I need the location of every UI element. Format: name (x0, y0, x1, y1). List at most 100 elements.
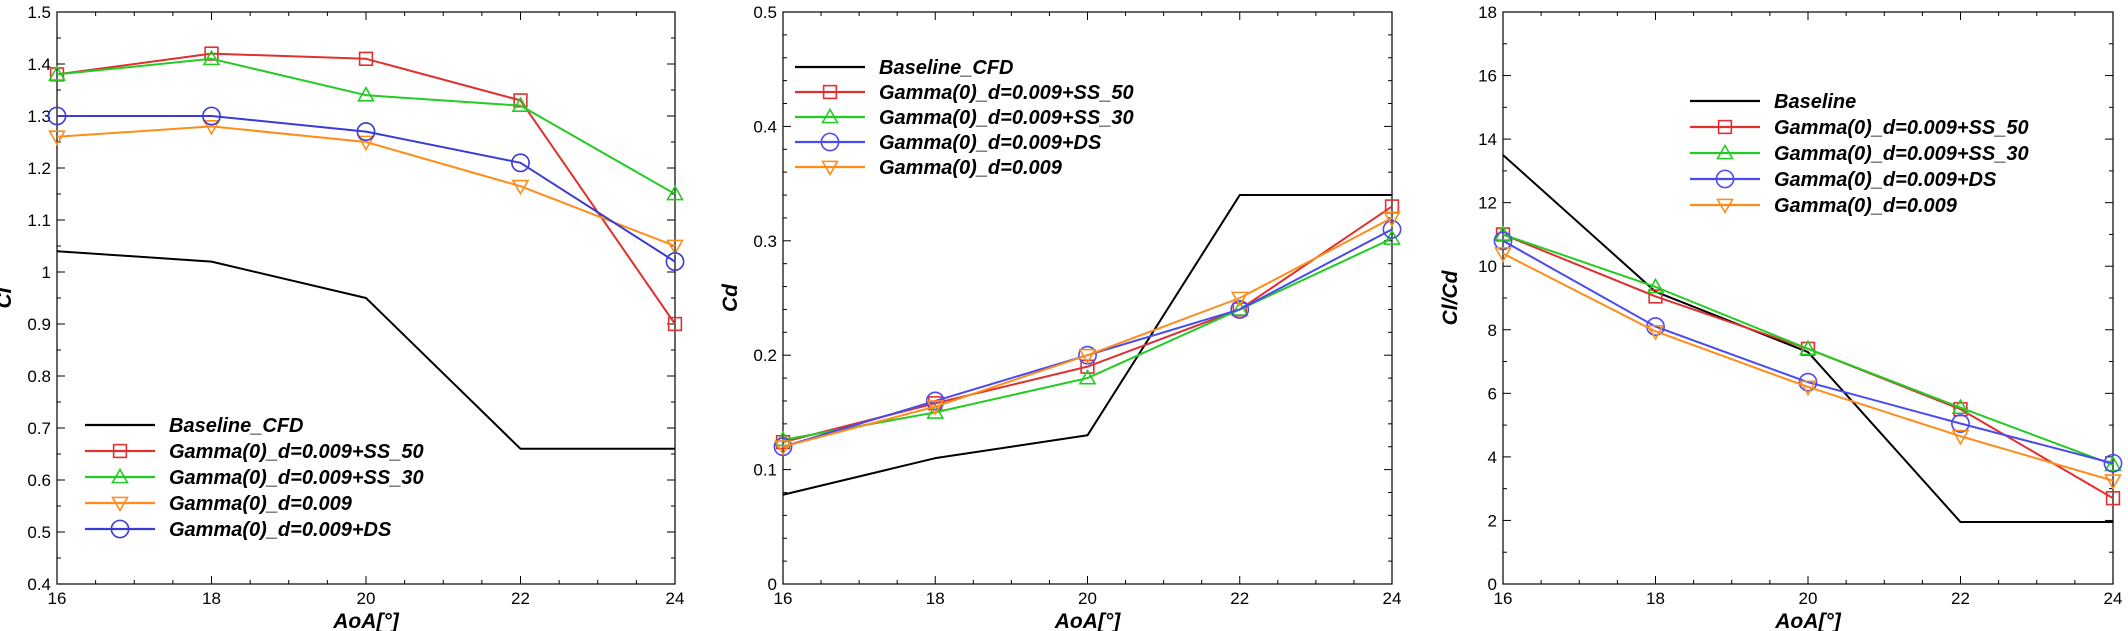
legend-marker (820, 132, 840, 152)
legend-marker (112, 443, 128, 459)
series-line (1502, 252, 2114, 482)
series-line (56, 57, 676, 195)
legend-marker (1715, 169, 1735, 189)
series-line (1502, 233, 2114, 500)
x-tick-label: 16 (1494, 589, 1513, 608)
series-Gamma(0)_d=0.009+SS_50 (1495, 227, 2121, 506)
x-axis-title: AoA[°] (332, 610, 400, 631)
y-axis-title: Cd (719, 283, 742, 312)
series-line (56, 52, 676, 325)
data-point (2103, 453, 2123, 473)
chart-panel-1: 16 18 20 22 24 0.4 0.5 0.6 0.7 0.8 0.9 1 1.1 1.2 1.3 1.… (0, 3, 684, 631)
y-axis-title: Cl (0, 286, 16, 308)
series-line (57, 115, 676, 263)
data-point (1951, 398, 1970, 415)
series-Gamma(0)_d=0.009 (1494, 247, 2122, 490)
series-line (782, 217, 1393, 448)
data-point (1494, 247, 1512, 263)
data-point (357, 86, 375, 102)
series-line (1502, 239, 2114, 465)
legend-label: Gamma(0)_d=0.009 (169, 493, 353, 515)
series-Gamma(0)_d=0.009+DS (47, 106, 685, 272)
data-point (358, 51, 374, 66)
y-tick-label: 12 (1478, 194, 1497, 213)
series-line (782, 237, 1393, 441)
y-tick-label: 0.7 (27, 419, 51, 438)
series-Gamma(0)_d=0.009+SS_50 (775, 199, 1400, 450)
y-tick-label: 0.4 (753, 117, 777, 136)
data-point (1648, 289, 1663, 304)
x-tick-label: 24 (666, 589, 685, 608)
legend-label: Gamma(0)_d=0.009+SS_50 (879, 82, 1134, 104)
data-point (202, 119, 221, 136)
data-point (665, 252, 685, 272)
series-Gamma(0)_d=0.009+DS (1493, 231, 2123, 473)
data-point (47, 106, 67, 126)
series-Baseline_CFD (782, 194, 1392, 496)
data-point (1078, 348, 1097, 365)
series-line (1502, 233, 2114, 466)
chart-panel-2: 16 18 20 22 24 0 0.1 0.2 0.3 0.4 0.5 AoA[°] Cd Baseli… (719, 3, 1401, 631)
data-point (1951, 429, 1970, 446)
y-tick-label: 1.4 (27, 55, 51, 74)
x-tick-label: 22 (511, 589, 530, 608)
series-Gamma(0)_d=0.009+SS_30 (48, 49, 684, 201)
y-tick-label: 0 (1488, 575, 1497, 594)
data-point (513, 93, 528, 108)
series-Gamma(0)_d=0.009+SS_30 (1494, 225, 2122, 472)
legend-marker (111, 467, 129, 484)
data-point (1799, 339, 1817, 356)
legend-marker (1716, 198, 1734, 215)
series-Gamma(0)_d=0.009+SS_50 (49, 46, 683, 332)
y-tick-label: 0.5 (27, 523, 51, 542)
data-point (667, 316, 683, 332)
data-point (2104, 455, 2122, 472)
series-Gamma(0)_d=0.009 (774, 211, 1401, 456)
data-point (202, 106, 221, 126)
legend: Baseline_CFD Gamma(0)_d=0.009+SS_50 Gamma(… (795, 57, 1134, 179)
data-point (1078, 368, 1097, 385)
data-point (925, 391, 945, 411)
x-tick-label: 18 (202, 589, 221, 608)
data-point (774, 440, 792, 456)
legend-label: Gamma(0)_d=0.009+SS_30 (879, 107, 1134, 129)
x-tick-label: 18 (1646, 589, 1665, 608)
y-tick-label: 0.2 (753, 346, 777, 365)
y-tick-label: 0.6 (27, 471, 51, 490)
series-Baseline_CFD (56, 250, 675, 450)
data-point (1646, 324, 1665, 341)
legend-marker (1716, 143, 1734, 160)
chart-panel-3: 16 18 20 22 24024681012141618AoA[°]Cl/CdBase… (1439, 3, 2122, 631)
legend-label: Gamma(0)_d=0.009+DS (1774, 169, 1997, 191)
data-point (357, 135, 375, 152)
y-tick-label: 1 (42, 263, 51, 282)
x-tick-label: 16 (774, 589, 793, 608)
data-point (202, 49, 221, 66)
legend: Baseline Gamma(0)_d=0.009+SS_50 Gamma(0)_d… (1690, 91, 2029, 217)
data-point (1230, 291, 1249, 308)
y-tick-label: 14 (1478, 130, 1497, 149)
data-point (1230, 300, 1250, 319)
legend-marker (110, 519, 130, 539)
data-point (48, 65, 66, 81)
legend-marker (821, 107, 839, 124)
y-tick-label: 4 (1488, 448, 1497, 467)
y-tick-label: 0.3 (753, 232, 777, 251)
legend-marker (821, 160, 839, 177)
y-tick-label: 16 (1478, 67, 1497, 86)
y-tick-label: 0 (768, 575, 777, 594)
legend-marker (111, 496, 129, 513)
y-tick-label: 10 (1478, 257, 1497, 276)
legend-marker (822, 84, 838, 100)
data-point (511, 96, 530, 113)
series-line (782, 205, 1393, 444)
y-tick-label: 0.5 (753, 3, 777, 22)
legend-label: Baseline (1774, 91, 1856, 113)
data-point (1493, 231, 1513, 251)
series-line (56, 125, 676, 247)
data-point (511, 179, 530, 196)
legend-label: Gamma(0)_d=0.009 (879, 157, 1063, 179)
data-point (1382, 219, 1402, 239)
data-point (1080, 359, 1095, 374)
